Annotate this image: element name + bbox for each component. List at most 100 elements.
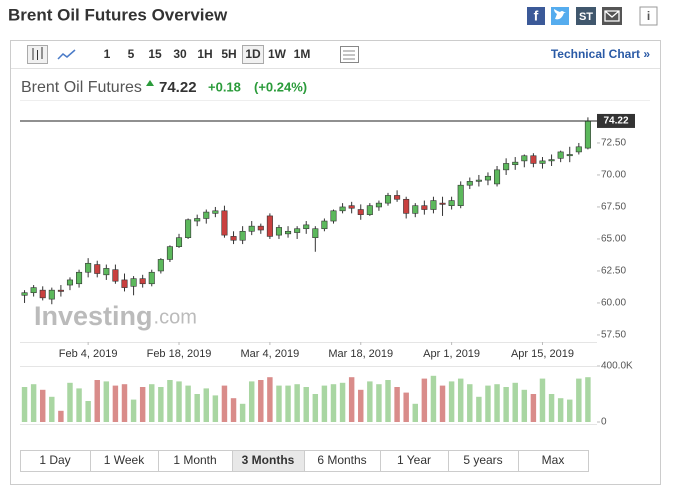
candle-body bbox=[312, 228, 319, 238]
candle-body bbox=[221, 210, 228, 236]
candle-body bbox=[548, 159, 555, 162]
quote-change-percent: (+0.24%) bbox=[254, 79, 307, 94]
candle-body bbox=[339, 206, 346, 212]
candle-body bbox=[185, 219, 192, 238]
volume-bar bbox=[312, 394, 319, 422]
period-label: 5 years bbox=[463, 453, 502, 467]
facebook-letter: f bbox=[534, 8, 539, 24]
candle-body bbox=[203, 211, 210, 219]
volume-bar bbox=[276, 385, 282, 422]
twitter-bird bbox=[554, 9, 566, 20]
volume-bar bbox=[230, 398, 237, 422]
volume-bar bbox=[212, 395, 219, 422]
candle-body bbox=[539, 160, 546, 164]
candle-body bbox=[194, 218, 201, 222]
x-tick-label: Feb 4, 2019 bbox=[59, 348, 118, 360]
volume-bar bbox=[494, 384, 500, 422]
period-label: 1 Year bbox=[397, 453, 431, 467]
page-title: Brent Oil Futures Overview bbox=[8, 5, 228, 24]
interval-button[interactable]: 15 bbox=[148, 47, 162, 61]
volume-bar bbox=[303, 387, 309, 422]
interval-button[interactable]: 1W bbox=[268, 47, 287, 61]
line-type-button[interactable] bbox=[57, 49, 76, 60]
candle-body bbox=[248, 225, 255, 232]
interval-button[interactable]: 1 bbox=[104, 47, 111, 61]
technical-chart-link[interactable]: Technical Chart » bbox=[551, 47, 650, 61]
candle-body bbox=[112, 269, 119, 282]
volume-bar bbox=[421, 378, 428, 422]
candle-body bbox=[266, 215, 273, 237]
volume-bar bbox=[176, 381, 182, 422]
volume-bar bbox=[539, 378, 546, 422]
candle-body bbox=[475, 179, 482, 182]
candle-body bbox=[384, 195, 392, 204]
candle-body bbox=[94, 264, 101, 274]
candle-body bbox=[21, 292, 28, 296]
interval-button[interactable]: 5 bbox=[128, 47, 135, 61]
volume-bar bbox=[76, 388, 82, 422]
period-button[interactable] bbox=[518, 450, 589, 472]
y-tick-label: 57.50 bbox=[601, 330, 626, 341]
interval-button[interactable]: 1M bbox=[294, 47, 311, 61]
volume-bar bbox=[576, 378, 582, 422]
interval-button[interactable]: 1D bbox=[245, 47, 261, 61]
candle-body bbox=[330, 210, 337, 222]
quote-name: Brent Oil Futures bbox=[21, 79, 142, 96]
volume-bar bbox=[67, 382, 73, 422]
volume-bar bbox=[294, 384, 300, 422]
mail-envelope bbox=[604, 10, 620, 22]
candle-body bbox=[103, 268, 110, 276]
volume-bar bbox=[385, 380, 391, 422]
candle-body bbox=[66, 279, 74, 286]
candle-body bbox=[430, 200, 437, 210]
x-tick-label: Apr 1, 2019 bbox=[423, 348, 480, 360]
volume-bar bbox=[521, 389, 528, 422]
volume-bar bbox=[185, 385, 191, 422]
candle-body bbox=[530, 155, 537, 164]
candle-body bbox=[375, 202, 382, 208]
candle-body bbox=[121, 279, 128, 288]
period-label: 1 Day bbox=[39, 453, 70, 467]
volume-bar bbox=[194, 394, 200, 422]
volume-bar bbox=[158, 387, 164, 422]
volume-bar bbox=[248, 381, 255, 422]
period-label: 6 Months bbox=[317, 453, 366, 467]
volume-bar bbox=[503, 387, 509, 422]
interval-button[interactable]: 1H bbox=[197, 47, 212, 61]
volume-bar bbox=[403, 392, 409, 422]
stocktwits-label: ST bbox=[579, 11, 593, 23]
volume-bar bbox=[258, 380, 264, 422]
candle-body bbox=[57, 289, 64, 292]
volume-bar bbox=[476, 396, 482, 422]
candle-body bbox=[366, 205, 373, 215]
volume-bar bbox=[121, 384, 128, 422]
interval-button[interactable]: 5H bbox=[221, 47, 236, 61]
volume-bar bbox=[530, 394, 537, 422]
info-icon[interactable] bbox=[639, 6, 658, 26]
candle-body bbox=[239, 230, 246, 241]
facebook-icon[interactable] bbox=[527, 7, 545, 25]
volume-bar bbox=[430, 375, 437, 422]
candle-body bbox=[76, 271, 83, 285]
candle-body bbox=[503, 163, 510, 171]
candle-body bbox=[439, 202, 446, 205]
settings-glyph bbox=[343, 50, 355, 60]
interval-button[interactable]: 30 bbox=[173, 47, 187, 61]
volume-bar bbox=[394, 387, 400, 422]
volume-bar bbox=[585, 377, 591, 422]
candle-body bbox=[394, 195, 401, 200]
period-label: Max bbox=[542, 453, 565, 467]
candle-body bbox=[494, 169, 501, 185]
y-tick-label: 62.50 bbox=[601, 266, 626, 277]
candle-body bbox=[48, 289, 55, 300]
candle-body bbox=[275, 227, 282, 236]
volume-bar bbox=[30, 384, 37, 422]
stocktwits-icon[interactable] bbox=[576, 7, 596, 25]
candle-body bbox=[157, 259, 164, 272]
candle-body bbox=[321, 220, 328, 230]
volume-bar bbox=[376, 384, 382, 422]
candle-body bbox=[166, 246, 173, 260]
candle-body bbox=[139, 278, 146, 285]
quote-change: +0.18 bbox=[208, 79, 241, 94]
period-label: 1 Month bbox=[173, 453, 216, 467]
